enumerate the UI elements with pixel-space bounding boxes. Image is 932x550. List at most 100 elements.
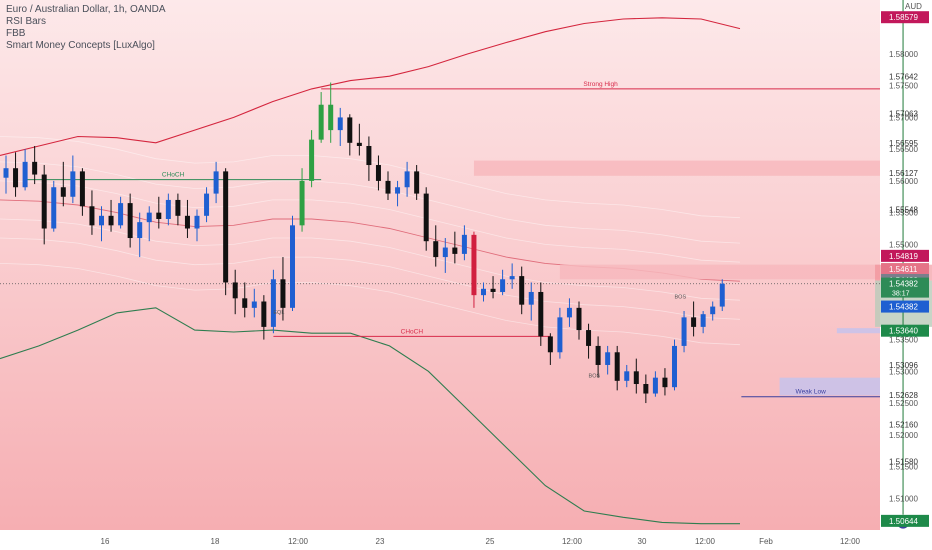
- candle-body: [423, 193, 429, 242]
- time-tick: 25: [486, 537, 495, 546]
- candle-body: [184, 215, 190, 229]
- time-tick: Feb: [759, 537, 773, 546]
- candle-body: [337, 117, 343, 131]
- candle-body: [146, 212, 152, 223]
- candle-body: [175, 199, 181, 216]
- candle-body: [700, 314, 706, 327]
- candle-body: [51, 187, 57, 229]
- price-tag: 1.54382: [889, 303, 918, 312]
- time-tick: 16: [101, 537, 110, 546]
- candle-body: [347, 117, 353, 143]
- candle-body: [576, 307, 582, 331]
- structure-label: Strong High: [583, 81, 618, 88]
- price-tag-countdown: 38:17: [892, 291, 910, 298]
- time-tick: 23: [376, 537, 385, 546]
- candle-body: [414, 171, 420, 194]
- candle-body: [13, 168, 19, 188]
- candle-body: [79, 171, 85, 207]
- candle-body: [500, 279, 506, 292]
- candle-body: [519, 276, 525, 305]
- candle-body: [652, 377, 658, 394]
- smc-small-label: BOS: [589, 374, 601, 380]
- demand-zone: [779, 377, 880, 396]
- smc-small-label: EQL: [273, 310, 284, 316]
- price-level-label: 1.56127: [889, 169, 918, 178]
- candle-body: [280, 279, 286, 308]
- candle-body: [528, 291, 534, 305]
- candle-body: [490, 288, 496, 292]
- candle-body: [270, 279, 276, 327]
- smc-small-label: BOS: [675, 294, 687, 300]
- candle-body: [452, 247, 458, 254]
- structure-label: CHoCH: [401, 328, 424, 335]
- price-tick: 1.56500: [889, 145, 918, 154]
- price-tick: 1.53000: [889, 367, 918, 376]
- candle-body: [251, 301, 257, 308]
- price-tag: 1.53640: [889, 327, 918, 336]
- price-tag: 1.54611: [889, 265, 918, 274]
- candle-body: [681, 317, 687, 346]
- price-tag-bg: [881, 263, 929, 276]
- indicator-fbb[interactable]: FBB: [6, 28, 26, 39]
- candle-body: [672, 345, 677, 388]
- candle-body: [213, 171, 219, 194]
- candle-body: [22, 161, 28, 188]
- candle-body: [318, 104, 324, 140]
- candle-body: [433, 241, 439, 258]
- price-level-label: 1.57063: [889, 109, 918, 118]
- price-level-label: 1.55548: [889, 206, 918, 215]
- time-tick: 18: [211, 537, 220, 546]
- time-tick: 12:00: [288, 537, 309, 546]
- candle-body: [32, 161, 38, 175]
- fbb-inner-band: [0, 180, 741, 263]
- candle-body: [41, 174, 47, 229]
- price-tick: 1.53500: [889, 336, 918, 345]
- price-level-label: 1.52160: [889, 421, 918, 430]
- candle-body: [165, 199, 171, 219]
- fbb-inner-band: [0, 161, 741, 244]
- candle-body: [137, 222, 143, 239]
- candle-body: [442, 247, 448, 258]
- candle-body: [366, 145, 372, 166]
- candle-body: [194, 215, 200, 229]
- candle-body: [719, 283, 725, 307]
- candle-body: [633, 371, 639, 385]
- supply-zone: [473, 160, 880, 176]
- candle-body: [232, 282, 238, 299]
- price-level-label: 1.53096: [889, 361, 918, 370]
- indicator-smart-money[interactable]: Smart Money Concepts [LuxAlgo]: [6, 40, 155, 51]
- candle-body: [356, 142, 362, 146]
- price-tag: 1.50644: [889, 517, 918, 526]
- candle-body: [290, 225, 295, 308]
- candle-body: [710, 306, 716, 315]
- structure-label: CHoCH: [162, 172, 185, 179]
- candle-body: [509, 276, 515, 280]
- candle-body: [3, 168, 9, 178]
- indicator-rsi-bars[interactable]: RSI Bars: [6, 16, 47, 27]
- time-tick: 12:00: [695, 537, 716, 546]
- price-tag-bg: [881, 324, 929, 337]
- price-tick: 1.51000: [889, 494, 918, 503]
- fbb-inner-band: [0, 263, 741, 346]
- price-level-label: 1.56595: [889, 139, 918, 148]
- candle-body: [242, 298, 248, 308]
- candle-body: [404, 171, 410, 188]
- candle-body: [691, 317, 697, 327]
- price-tick: 1.52000: [889, 431, 918, 440]
- price-tick: 1.57000: [889, 113, 918, 122]
- candle-body: [261, 301, 267, 327]
- price-tag: 1.54819: [889, 252, 918, 261]
- candle-body: [375, 165, 381, 181]
- price-tag-bg: [881, 300, 929, 313]
- candle-body: [118, 203, 124, 226]
- symbol-title[interactable]: Euro / Australian Dollar, 1h, OANDA: [6, 4, 166, 15]
- candle-body: [461, 234, 467, 254]
- candle-body: [385, 180, 391, 194]
- price-level-label: 1.52628: [889, 391, 918, 400]
- fbb-upper-band: [0, 17, 741, 157]
- chart-legend: Euro / Australian Dollar, 1h, OANDA RSI …: [6, 4, 166, 52]
- price-tick: 1.52500: [889, 399, 918, 408]
- candle-body: [60, 187, 66, 197]
